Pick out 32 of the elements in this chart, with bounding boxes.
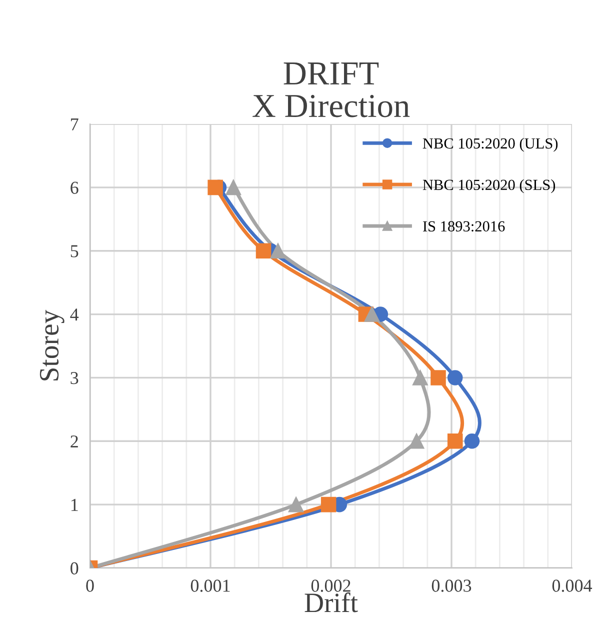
point [208,180,223,196]
point [364,306,380,322]
x-tick-label: 0.001 [190,580,230,592]
x-tick-label: 0.002 [311,580,350,592]
point [464,434,480,449]
chart-title: DRIFT X Direction [252,62,410,118]
y-tick-label: 0 [70,562,78,574]
y-tick-label: 6 [70,182,78,194]
point [408,434,424,449]
point [270,243,286,258]
x-tick-label: 0.003 [432,580,472,592]
y-tick-label: 4 [70,308,79,321]
point [288,496,304,512]
legend-label: IS 1893:2016 [422,221,505,232]
point [412,370,428,386]
legend-label: NBC 105:2020 (SLS) [422,179,556,194]
point [256,243,272,258]
point [430,370,446,386]
y-tick-label: 2 [70,435,78,448]
legend-label: NBC 105:2020 (ULS) [422,138,558,152]
x-tick-label: 0 [86,580,94,592]
x-axis-title: Drift [304,592,358,612]
y-axis-title: Storey [40,310,64,380]
y-tick-label: 1 [71,498,78,511]
point [226,180,242,196]
point [320,496,336,512]
y-tick-label: 5 [70,245,78,258]
point [447,434,463,449]
y-tick-label: 7 [71,118,78,130]
point [447,370,463,386]
y-tick-label: 3 [70,372,78,384]
x-tick-label: 0.004 [552,580,592,592]
